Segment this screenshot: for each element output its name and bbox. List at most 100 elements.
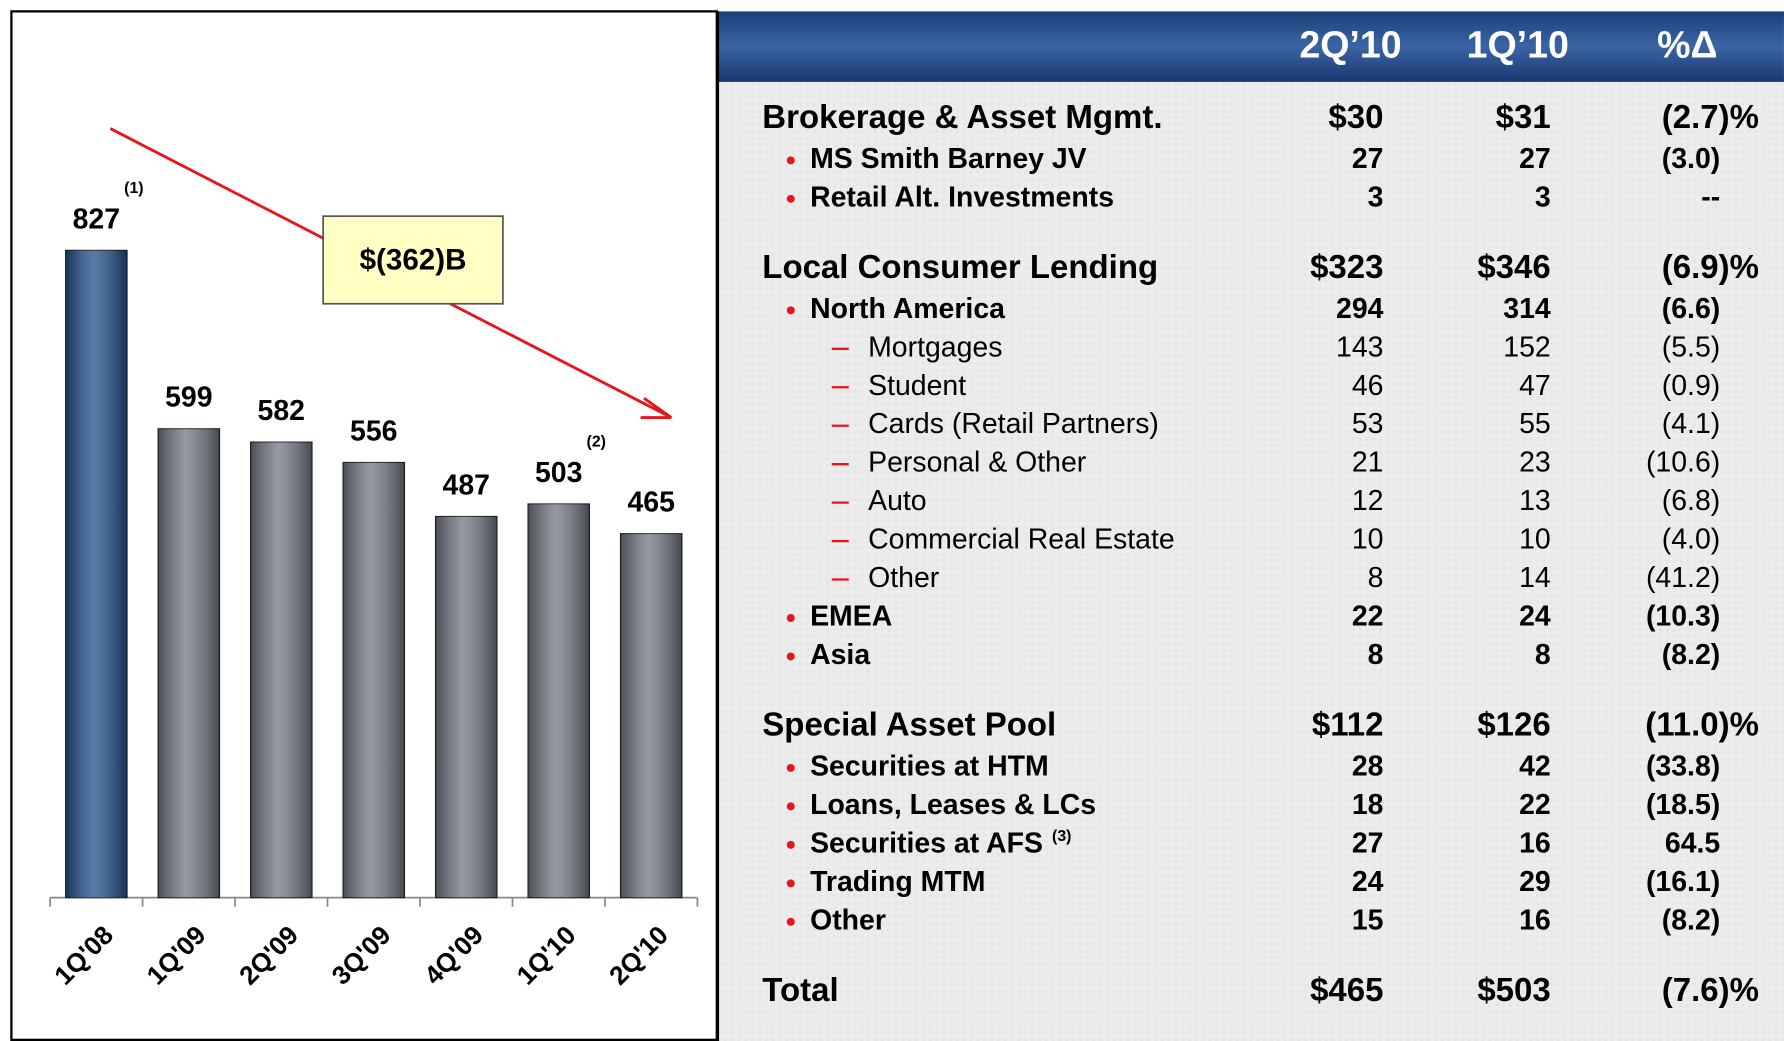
- cell: (4.1): [1662, 408, 1720, 440]
- row-label: Personal & Other: [868, 447, 1086, 479]
- row-note: (3): [1052, 828, 1071, 845]
- cell: $346: [1477, 248, 1550, 285]
- value-label: 599: [165, 382, 212, 414]
- row-label: Student: [868, 370, 966, 402]
- value-label: 465: [627, 487, 675, 519]
- row-label: Special Asset Pool: [762, 706, 1056, 743]
- cell: --: [1701, 181, 1720, 213]
- cell: $465: [1310, 971, 1383, 1008]
- row-label: Retail Alt. Investments: [810, 181, 1114, 213]
- cell: (16.1): [1646, 866, 1720, 898]
- row-label: Auto: [868, 485, 927, 517]
- value-label: 556: [350, 415, 397, 447]
- cell: (5.5): [1662, 331, 1720, 363]
- cell: 42: [1519, 750, 1551, 782]
- value-note: (2): [587, 434, 606, 451]
- cell: (7.6)%: [1662, 971, 1759, 1008]
- cell: 28: [1352, 750, 1384, 782]
- arrow-head: [640, 397, 673, 419]
- row-label: Securities at AFS: [810, 827, 1043, 859]
- bullet: [786, 763, 795, 772]
- row-label: Brokerage & Asset Mgmt.: [762, 98, 1162, 135]
- bar-shade: [250, 442, 313, 898]
- cell: 29: [1519, 866, 1551, 898]
- cell: $30: [1328, 98, 1383, 135]
- bullet: [786, 652, 795, 661]
- value-label: 827: [73, 203, 120, 235]
- cell: (3.0): [1662, 143, 1720, 175]
- row-label: Commercial Real Estate: [868, 524, 1175, 556]
- bar-shade: [435, 516, 497, 898]
- value-label: 582: [258, 395, 305, 427]
- cell: (10.6): [1646, 447, 1720, 479]
- row-label: Trading MTM: [810, 866, 985, 898]
- cell: 24: [1519, 601, 1551, 633]
- cell: 3: [1535, 181, 1551, 213]
- cell: (41.2): [1646, 562, 1720, 594]
- bullet: [786, 802, 795, 811]
- row-label: Mortgages: [868, 331, 1002, 363]
- table-header: [717, 11, 1784, 82]
- cell: 24: [1352, 866, 1384, 898]
- cell: 14: [1519, 562, 1551, 594]
- row-label: Other: [810, 904, 886, 936]
- cell: 55: [1519, 408, 1551, 440]
- value-label: 487: [443, 469, 490, 501]
- column-header: 1Q’10: [1467, 24, 1569, 66]
- cell: $503: [1477, 971, 1550, 1008]
- row-label: Other: [868, 562, 939, 594]
- cell: 22: [1519, 789, 1551, 821]
- bullet: [786, 917, 795, 926]
- cell: 27: [1519, 143, 1551, 175]
- value-label: 503: [535, 457, 582, 489]
- cell: 15: [1352, 904, 1384, 936]
- cell: 8: [1368, 562, 1384, 594]
- bullet: [786, 194, 795, 203]
- bar-shade: [528, 503, 590, 898]
- bar-shade: [65, 250, 128, 898]
- column-header: %Δ: [1657, 24, 1717, 66]
- cell: 53: [1352, 408, 1384, 440]
- value-note: (1): [124, 180, 143, 197]
- cell: 64.5: [1665, 827, 1721, 859]
- row-label: Asia: [810, 639, 870, 671]
- bar-shade: [343, 462, 405, 898]
- cell: 8: [1535, 639, 1551, 671]
- callout-box: [322, 215, 504, 305]
- cell: 8: [1368, 639, 1384, 671]
- cell: 27: [1352, 143, 1384, 175]
- column-header: 2Q’10: [1299, 24, 1401, 66]
- row-label: Local Consumer Lending: [762, 248, 1158, 285]
- row-label: Total: [762, 971, 838, 1008]
- bullet: [786, 879, 795, 888]
- cell: $112: [1312, 706, 1384, 743]
- cell: (8.2): [1662, 639, 1720, 671]
- cell: 46: [1352, 370, 1384, 402]
- cell: 21: [1352, 447, 1384, 479]
- row-label: MS Smith Barney JV: [810, 143, 1087, 175]
- cell: 314: [1503, 293, 1551, 325]
- cell: $126: [1477, 706, 1550, 743]
- cell: (6.6): [1662, 293, 1720, 325]
- bullet: [786, 306, 795, 315]
- cell: 10: [1519, 524, 1551, 556]
- cell: 3: [1368, 181, 1384, 213]
- cell: 47: [1519, 370, 1551, 402]
- table-panel: [717, 81, 1784, 1041]
- cell: (18.5): [1646, 789, 1720, 821]
- cell: 143: [1336, 331, 1383, 363]
- cell: (6.9)%: [1662, 248, 1759, 285]
- callout-text: $(362)B: [360, 243, 467, 276]
- bullet: [786, 156, 795, 165]
- cell: (2.7)%: [1662, 98, 1759, 135]
- row-label: EMEA: [810, 601, 892, 633]
- cell: 18: [1352, 789, 1384, 821]
- row-label: Loans, Leases & LCs: [810, 789, 1096, 821]
- cell: 16: [1519, 904, 1551, 936]
- cell: 12: [1352, 485, 1384, 517]
- cell: (8.2): [1662, 904, 1720, 936]
- bar-shade: [620, 533, 682, 898]
- cell: $31: [1496, 98, 1551, 135]
